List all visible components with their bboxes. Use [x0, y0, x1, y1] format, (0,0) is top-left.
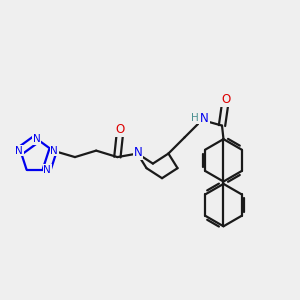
Text: N: N — [50, 146, 58, 156]
Text: N: N — [200, 112, 209, 125]
Text: N: N — [33, 134, 41, 144]
Text: N: N — [44, 165, 51, 175]
Text: O: O — [115, 123, 124, 136]
Text: N: N — [15, 146, 23, 156]
Text: O: O — [221, 93, 230, 106]
Text: N: N — [134, 146, 142, 159]
Text: H: H — [191, 113, 199, 123]
